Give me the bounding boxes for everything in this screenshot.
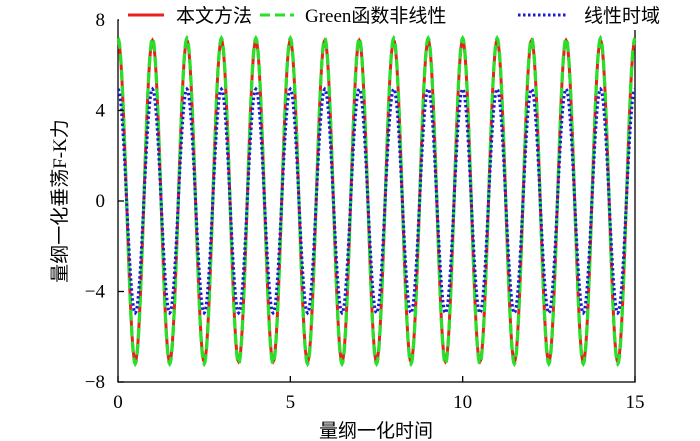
y-tick-label-0: 8 [96, 10, 106, 31]
y-tick-label-4: −8 [85, 372, 105, 393]
series-layer [116, 34, 637, 368]
y-axis-label: 量纲一化垂荡F-K力 [49, 119, 71, 283]
legend-label-1: Green函数非线性 [305, 5, 446, 27]
y-tick-label-3: −4 [85, 282, 106, 303]
legend: 本文方法 Green函数非线性 线性时域 [119, 3, 660, 30]
series-line-2 [116, 86, 637, 316]
x-tick-label-1: 5 [286, 392, 296, 413]
x-tick-label-3: 15 [626, 392, 645, 413]
series-line-1 [116, 34, 637, 368]
legend-label-0: 本文方法 [176, 5, 252, 27]
x-tick-label-0: 0 [113, 392, 123, 413]
x-axis-label: 量纲一化时间 [319, 420, 433, 441]
y-tick-label-2: 0 [96, 191, 106, 212]
y-tick-label-1: 4 [96, 101, 106, 122]
x-tick-label-2: 10 [453, 392, 472, 413]
legend-label-2: 线性时域 [584, 5, 660, 27]
legend-box [119, 3, 649, 30]
